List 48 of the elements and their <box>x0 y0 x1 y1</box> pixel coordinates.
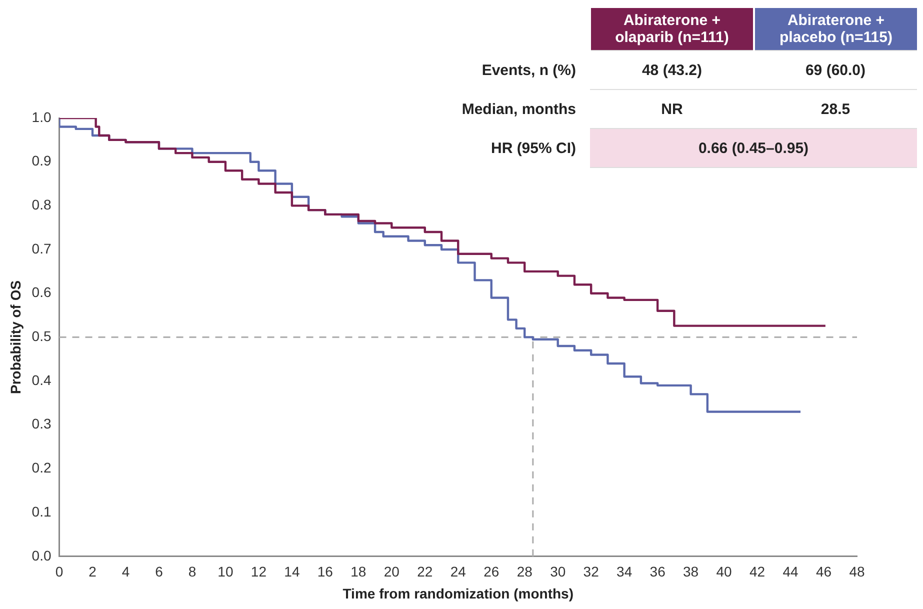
x-tick-label: 16 <box>317 564 334 580</box>
y-tick-label: 0.1 <box>32 503 52 520</box>
shaded-cell: 0.66 (0.45–0.95) <box>590 128 917 168</box>
y-tick-label: 0.9 <box>32 152 52 169</box>
x-tick-label: 44 <box>782 564 799 580</box>
x-tick-label: 28 <box>516 564 533 580</box>
x-axis-title: Time from randomization (months) <box>342 585 574 602</box>
x-tick-label: 22 <box>417 564 433 580</box>
y-tick-label: 0.3 <box>32 416 52 432</box>
x-tick-label: 14 <box>284 564 300 580</box>
x-tick-label: 48 <box>849 564 865 580</box>
x-tick-label: 38 <box>683 564 699 580</box>
annotation: 28.5 <box>754 90 917 128</box>
annotation: NR <box>590 90 754 128</box>
x-tick-label: 0 <box>55 564 64 580</box>
y-tick-label: 0.5 <box>32 328 52 344</box>
x-tick-label: 36 <box>650 564 666 580</box>
x-tick-label: 30 <box>550 564 566 580</box>
text: Abiraterone + olaparib (n=111) <box>590 8 754 50</box>
y-tick-label: 0.4 <box>32 372 52 388</box>
x-tick-label: 20 <box>384 564 400 580</box>
x-tick-label: 26 <box>484 564 500 580</box>
annotation: HR (95% CI) <box>490 138 577 158</box>
x-tick-label: 4 <box>122 564 130 580</box>
y-axis-title: Probability of OS <box>7 280 24 394</box>
y-tick-label: 0.7 <box>32 240 52 256</box>
annotation: Median, months <box>460 100 577 120</box>
y-tick-label: 0.0 <box>32 547 52 564</box>
text: 69 (60.0) <box>754 50 917 90</box>
x-tick-label: 32 <box>583 564 600 580</box>
x-tick-label: 42 <box>749 564 766 580</box>
y-tick-label: 0.2 <box>32 460 52 476</box>
y-tick-label: 0.8 <box>32 196 52 213</box>
x-tick-label: 12 <box>250 564 267 580</box>
text: Abiraterone + placebo (n=115) <box>754 8 917 50</box>
x-tick-label: 24 <box>450 564 466 580</box>
text: Events, n (%) <box>480 60 577 80</box>
x-tick-label: 34 <box>616 564 632 580</box>
x-tick-label: 2 <box>88 564 97 580</box>
x-tick-label: 10 <box>218 564 234 580</box>
x-tick-label: 18 <box>350 564 366 580</box>
text: 48 (43.2) <box>590 50 754 90</box>
y-tick-label: 0.6 <box>32 284 52 300</box>
x-tick-label: 46 <box>816 564 832 580</box>
x-tick-label: 40 <box>716 564 732 580</box>
x-tick-label: 6 <box>155 564 164 580</box>
y-tick-label: 1.0 <box>32 108 52 125</box>
x-tick-label: 8 <box>188 564 196 580</box>
